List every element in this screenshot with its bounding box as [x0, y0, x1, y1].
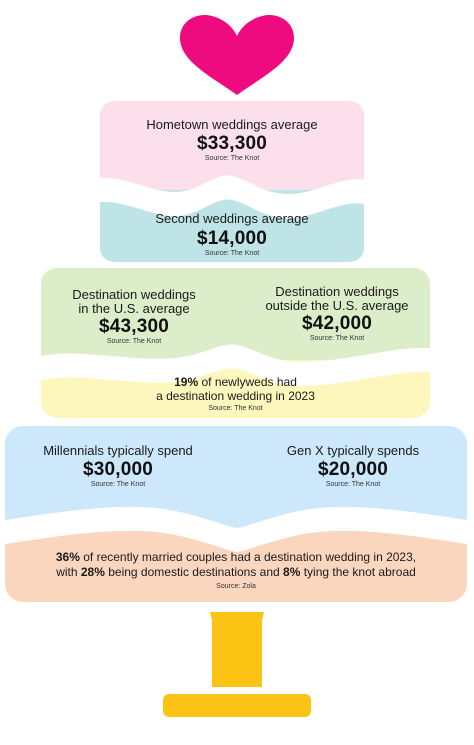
couples-stat-line1: 36% of recently married couples had a de…: [5, 550, 467, 565]
tier1-wave-divider: [100, 175, 364, 218]
genx-value: $20,000: [317, 459, 389, 480]
newlyweds-stat-line2: a destination wedding in 2023: [156, 389, 315, 403]
second-weddings-source: Source: The Knot: [204, 250, 260, 257]
second-weddings-value: $14,000: [196, 228, 268, 249]
hometown-source: Source: The Knot: [204, 155, 260, 162]
tier3-bottom-layer: [5, 528, 467, 602]
zola-source: Source: Zola: [216, 583, 256, 590]
couples-stat-line2: with 28% being domestic destinations and…: [5, 565, 467, 580]
newlyweds-pct: 19%: [174, 375, 199, 389]
tier3-wave-divider: [5, 506, 467, 552]
second-weddings-label: Second weddings average: [155, 211, 309, 226]
abroad-destination-label-line1: Destination weddings: [275, 284, 399, 299]
abroad-destination-source: Source: The Knot: [309, 335, 365, 342]
cake-stand-base: [163, 694, 311, 717]
us-destination-label-line2: in the U.S. average: [78, 301, 190, 316]
heart-icon: [180, 14, 294, 96]
newlyweds-stat-line1: 19% of newlyweds had: [41, 375, 430, 390]
millennials-value: $30,000: [82, 459, 154, 480]
millennials-label: Millennials typically spend: [43, 443, 193, 458]
abroad-destination-value: $42,000: [301, 313, 373, 334]
cake-stand-top: [210, 612, 264, 620]
hometown-label: Hometown weddings average: [146, 117, 318, 132]
couples-text2c: tying the knot abroad: [300, 565, 416, 579]
tier2-top-layer: [41, 268, 430, 378]
abroad-destination-label-line2: outside the U.S. average: [265, 298, 409, 313]
millennials-source: Source: The Knot: [90, 481, 146, 488]
hometown-value: $33,300: [196, 133, 268, 154]
newlyweds-source: Source: The Knot: [208, 405, 263, 412]
cake-stand-stem: [212, 613, 262, 687]
genx-label: Gen X typically spends: [286, 443, 420, 458]
tier2-wave-divider: [41, 344, 430, 386]
couples-text2a: with: [56, 565, 81, 579]
couples-text2b: being domestic destinations and: [104, 565, 284, 579]
tier1-top-layer: [100, 101, 364, 201]
us-destination-value: $43,300: [98, 316, 170, 337]
couples-text1: of recently married couples had a destin…: [79, 550, 417, 564]
us-destination-label-line1: Destination weddings: [72, 287, 196, 302]
us-destination-source: Source: The Knot: [106, 338, 162, 345]
abroad-pct: 8%: [283, 565, 301, 579]
newlyweds-text1: of newlyweds had: [198, 375, 297, 389]
couples-pct: 36%: [55, 550, 80, 564]
genx-source: Source: The Knot: [325, 481, 381, 488]
domestic-pct: 28%: [80, 565, 105, 579]
